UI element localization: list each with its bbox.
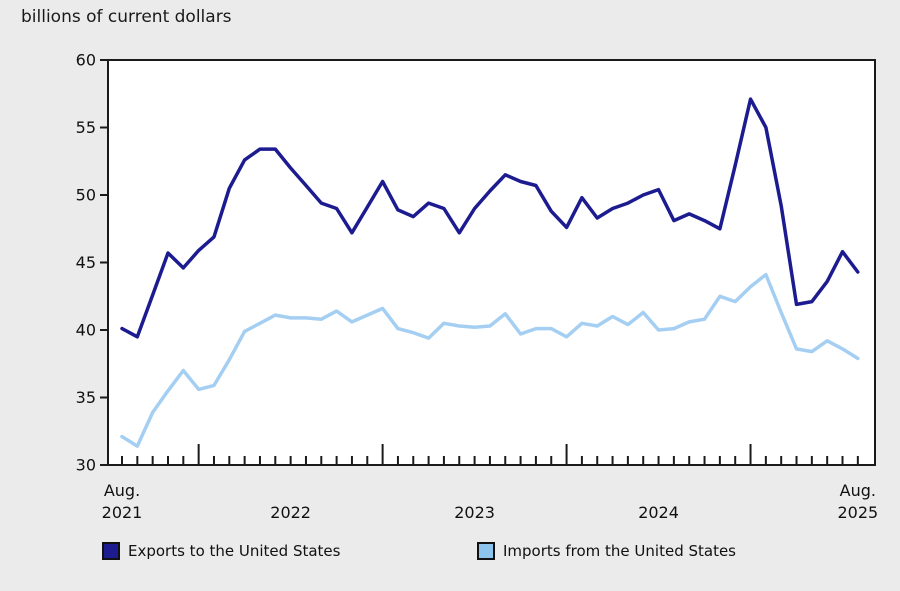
exports-swatch (102, 542, 120, 560)
y-tick-label: 40 (76, 321, 96, 340)
y-tick-label: 30 (76, 456, 96, 475)
legend-item-exports: Exports to the United States (102, 542, 340, 560)
plot-border (107, 59, 876, 466)
exports-legend-label: Exports to the United States (128, 542, 341, 560)
legend-item-imports: Imports from the United States (477, 542, 736, 560)
x-axis-label: 2022 (270, 503, 311, 522)
x-axis-label: 2024 (638, 503, 679, 522)
exports-line (120, 97, 860, 339)
y-tick-label: 55 (76, 118, 96, 137)
y-tick-label: 50 (76, 186, 96, 205)
chart-title: billions of current dollars (21, 7, 232, 27)
plot-area (108, 60, 875, 465)
x-axis-label: 2023 (454, 503, 495, 522)
y-tick-label: 35 (76, 388, 96, 407)
imports-swatch (477, 542, 495, 560)
imports-line (120, 272, 860, 448)
y-tick-label: 60 (76, 51, 96, 70)
x-axis-label: Aug. (104, 481, 140, 500)
x-axis-label: 2021 (102, 503, 143, 522)
x-axis-label: 2025 (837, 503, 878, 522)
imports-legend-label: Imports from the United States (503, 542, 736, 560)
x-axis-label: Aug. (840, 481, 876, 500)
y-tick-label: 45 (76, 253, 96, 272)
